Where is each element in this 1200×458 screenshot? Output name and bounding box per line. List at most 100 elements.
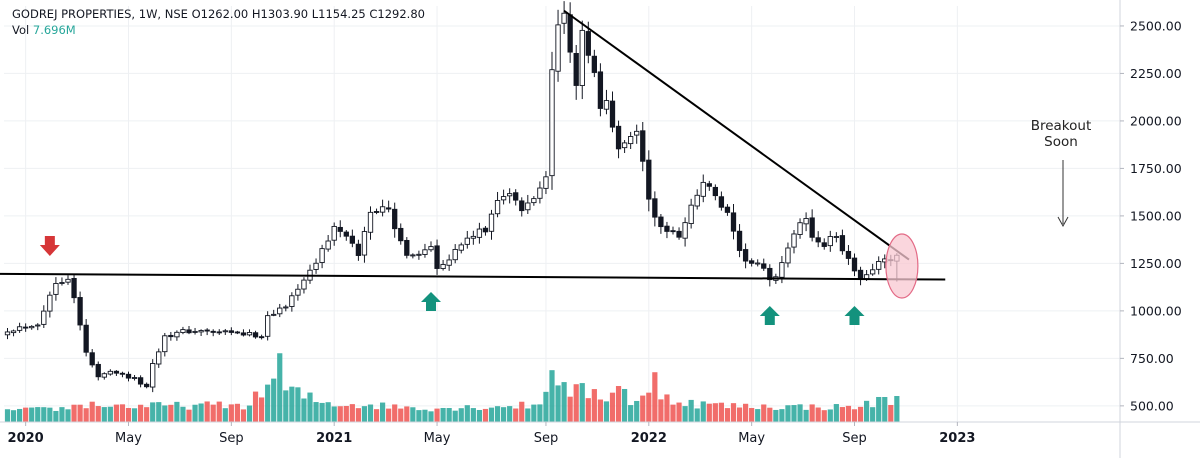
candle-body (379, 206, 386, 213)
volume-bar (168, 404, 174, 422)
volume-bar (222, 408, 228, 422)
breakout-circle (885, 233, 919, 299)
trendline-layer (0, 9, 946, 281)
candle-body (240, 332, 247, 336)
volume-bar (501, 407, 507, 422)
candle-body (410, 254, 416, 257)
volume-bar (301, 398, 307, 422)
candle-body (809, 217, 815, 238)
open-label: O (191, 7, 201, 21)
volume-bar (864, 400, 870, 422)
x-tick-label: Sep (534, 431, 559, 446)
candle-body (77, 297, 83, 326)
candle-body (634, 130, 640, 136)
x-tick-label: Sep (842, 431, 867, 446)
candle-body (29, 325, 35, 329)
candle-body (803, 218, 809, 225)
candle-body (446, 259, 452, 266)
candle-body (652, 198, 658, 218)
volume-bar (585, 398, 591, 422)
y-tick-label: 1000.00 (1130, 303, 1182, 318)
volume-bar (494, 406, 501, 422)
candle-body (265, 315, 271, 337)
candle-body (742, 249, 749, 262)
candle-body (289, 295, 295, 307)
volume-bar (476, 409, 482, 422)
volume-bar (289, 386, 295, 422)
candle-body (373, 211, 380, 213)
y-tick-label: 2000.00 (1130, 113, 1182, 128)
candle-body (95, 363, 101, 378)
candle-body (192, 330, 198, 333)
volume-bar (519, 401, 525, 422)
candle-body (386, 207, 392, 210)
volume-bar (271, 378, 277, 422)
volume-bar (65, 409, 71, 422)
volume-bar (755, 409, 761, 422)
volume-value: 7.696M (32, 23, 76, 37)
candle-body (137, 377, 144, 385)
volume-bar (646, 392, 652, 422)
volume-bar (422, 409, 428, 422)
up-arrow-icon (421, 292, 441, 311)
candle-body (609, 100, 616, 128)
volume-bar (628, 405, 634, 422)
candle-body (549, 69, 555, 177)
volume-bar (392, 404, 398, 422)
x-tick-label: 2021 (316, 431, 352, 446)
trendline-resistance (0, 272, 946, 281)
volume-bar (89, 401, 95, 422)
candle-body (440, 264, 446, 270)
volume-bar (573, 384, 579, 422)
candle-body (664, 225, 670, 232)
volume-bar (458, 408, 464, 422)
volume-bar (464, 405, 470, 422)
breakout-label-line-1: Breakout (1031, 118, 1092, 134)
volume-bar (144, 407, 150, 422)
candle-body (119, 372, 126, 375)
candle-body (779, 262, 785, 278)
candle-body (53, 283, 59, 295)
candle-body (621, 142, 628, 149)
candle-body (186, 329, 192, 334)
candle-body (168, 334, 174, 338)
volume-bar (186, 409, 192, 422)
candle-body (59, 282, 65, 284)
x-tick-label: 2020 (8, 431, 44, 446)
volume-bar (307, 392, 313, 422)
volume-bar (537, 404, 543, 422)
candle-body (392, 208, 398, 230)
candle-body (470, 235, 476, 239)
candle-body (367, 211, 374, 233)
volume-bar (531, 404, 537, 422)
y-tick-label: 1750.00 (1130, 161, 1182, 176)
volume-bar (10, 410, 17, 422)
candle-body (464, 237, 470, 245)
candle-body (670, 230, 676, 233)
open-value: 1262.00 (200, 7, 249, 21)
volume-bar (295, 387, 301, 422)
candle-body (676, 230, 682, 238)
volume-bar (113, 404, 119, 422)
candle-body (428, 246, 434, 251)
volume-bar (434, 408, 440, 422)
volume-bar (839, 407, 845, 422)
volume-bar (367, 404, 374, 422)
volume-bar (428, 411, 434, 422)
volume-bar (138, 404, 144, 422)
candle-body (694, 194, 700, 207)
volume-bar (724, 408, 731, 422)
volume-bar (652, 372, 658, 422)
candle-body (755, 262, 761, 265)
volume-bar (682, 406, 688, 422)
candle-body (174, 331, 180, 338)
candle-body (857, 269, 864, 280)
volume-bar (156, 402, 162, 422)
volume-bar (555, 385, 561, 422)
volume-bar (743, 403, 749, 422)
volume-bar (730, 403, 737, 422)
candle-body (537, 187, 543, 199)
